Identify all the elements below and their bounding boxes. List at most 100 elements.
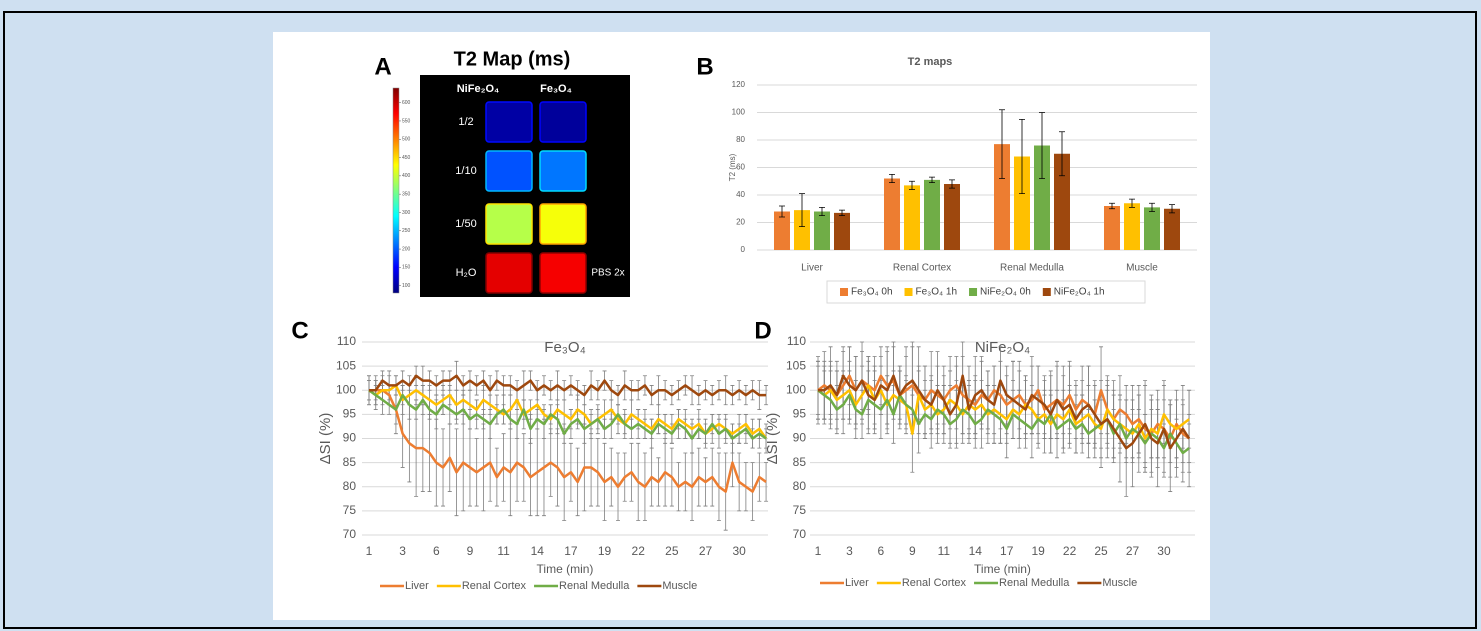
x-tick-label: 19: [1031, 544, 1045, 558]
panel-label: D: [754, 317, 771, 344]
x-tick-label: 1: [815, 544, 822, 558]
x-axis-label: Time (min): [974, 562, 1031, 576]
bar: [814, 212, 830, 251]
y-tick-label: 60: [736, 163, 745, 172]
legend-label: Renal Cortex: [462, 580, 527, 592]
y-tick-label: 100: [336, 382, 356, 396]
x-tick-label: 3: [846, 544, 853, 558]
legend-label: NiFe₂O₄ 0h: [980, 287, 1031, 298]
x-tick-label: 25: [665, 544, 679, 558]
sample-well: [540, 204, 586, 244]
y-tick-label: 90: [793, 431, 807, 445]
legend-swatch: [840, 288, 848, 296]
chart-title: Fe₃O₄: [544, 339, 585, 356]
legend-label: Renal Medulla: [999, 577, 1070, 589]
x-tick-label: 6: [433, 544, 440, 558]
legend-label: Muscle: [662, 580, 697, 592]
legend-swatch: [905, 288, 913, 296]
x-tick-label: 27: [1126, 544, 1140, 558]
row-label: H₂O: [456, 267, 477, 279]
y-tick-label: 105: [786, 358, 806, 372]
y-tick-label: 90: [343, 431, 357, 445]
y-tick-label: 70: [343, 527, 357, 541]
y-tick-label: 40: [736, 190, 745, 199]
y-tick-label: 80: [343, 479, 357, 493]
legend-label: Fe₃O₄ 1h: [916, 287, 958, 298]
chart-title: T2 Map (ms): [454, 48, 571, 70]
colorbar-tick-label: 100: [402, 283, 411, 289]
y-tick-label: 105: [336, 358, 356, 372]
x-tick-label: 30: [732, 544, 746, 558]
colorbar-tick-label: 550: [402, 118, 411, 124]
figure-panel: [273, 32, 1210, 620]
legend-label: Renal Medulla: [559, 580, 630, 592]
figure: AT2 Map (ms)1001502002503003504004505005…: [0, 0, 1481, 631]
bar: [924, 180, 940, 250]
legend-label: Liver: [405, 580, 429, 592]
panel-label: B: [696, 53, 713, 80]
column-label: Fe₃O₄: [540, 83, 572, 95]
x-tick-label: 14: [969, 544, 983, 558]
y-tick-label: 80: [736, 135, 745, 144]
annotation: PBS 2x: [591, 268, 624, 279]
x-tick-label: 30: [1157, 544, 1171, 558]
x-tick-label: 25: [1094, 544, 1108, 558]
y-tick-label: 100: [732, 108, 746, 117]
sample-well: [540, 151, 586, 191]
sample-well: [486, 102, 532, 142]
x-tick-label: 19: [598, 544, 612, 558]
y-tick-label: 120: [732, 80, 746, 89]
x-tick-label: 22: [632, 544, 646, 558]
legend-swatch: [1043, 288, 1051, 296]
legend-swatch: [969, 288, 977, 296]
colorbar-tick-label: 450: [402, 155, 411, 161]
bar: [834, 213, 850, 250]
legend-label: NiFe₂O₄ 1h: [1054, 287, 1105, 298]
y-tick-label: 95: [343, 407, 357, 421]
chart-title: NiFe₂O₄: [975, 339, 1030, 356]
y-axis-label: T2 (ms): [728, 153, 737, 181]
legend-label: Muscle: [1102, 577, 1137, 589]
bar: [1144, 207, 1160, 250]
y-tick-label: 85: [343, 455, 357, 469]
page: AT2 Map (ms)1001502002503003504004505005…: [0, 0, 1481, 631]
colorbar-tick-label: 200: [402, 246, 411, 252]
x-tick-label: 22: [1063, 544, 1077, 558]
bar: [944, 184, 960, 250]
x-tick-label: 6: [878, 544, 885, 558]
x-tick-label: Renal Medulla: [1000, 263, 1064, 274]
x-axis-label: Time (min): [537, 562, 594, 576]
y-tick-label: 100: [786, 382, 806, 396]
x-tick-label: Muscle: [1126, 263, 1158, 274]
y-tick-label: 95: [793, 407, 807, 421]
y-axis-label: ΔSI (%): [317, 413, 334, 465]
y-tick-label: 85: [793, 455, 807, 469]
panel-label: A: [374, 53, 391, 80]
sample-well: [486, 253, 532, 293]
x-tick-label: 11: [938, 544, 951, 558]
bar: [1164, 209, 1180, 250]
colorbar-tick-label: 350: [402, 191, 411, 197]
sample-well: [540, 253, 586, 293]
x-tick-label: 17: [564, 544, 578, 558]
x-tick-label: 17: [1000, 544, 1014, 558]
x-tick-label: 9: [467, 544, 474, 558]
colorbar: [393, 88, 399, 293]
colorbar-tick-label: 250: [402, 228, 411, 234]
sample-well: [486, 151, 532, 191]
legend-label: Fe₃O₄ 0h: [851, 287, 893, 298]
colorbar-tick-label: 500: [402, 137, 411, 143]
chart-title: T2 maps: [908, 56, 953, 68]
row-label: 1/10: [455, 165, 476, 177]
bar: [1104, 206, 1120, 250]
sample-well: [540, 102, 586, 142]
bar: [1124, 203, 1140, 250]
y-tick-label: 0: [741, 245, 746, 254]
colorbar-tick-label: 400: [402, 173, 411, 179]
legend-label: Renal Cortex: [902, 577, 967, 589]
colorbar-tick-label: 150: [402, 265, 411, 271]
bar: [884, 179, 900, 251]
y-axis-label: ΔSI (%): [764, 413, 781, 465]
x-tick-label: Renal Cortex: [893, 263, 951, 274]
x-tick-label: 1: [366, 544, 373, 558]
